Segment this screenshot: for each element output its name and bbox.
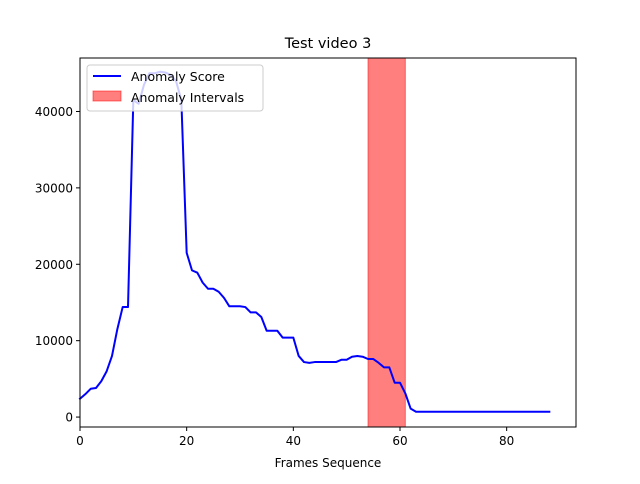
plot-frame bbox=[79, 57, 577, 428]
legend-box bbox=[86, 64, 264, 112]
x-tick-label: 20 bbox=[179, 434, 194, 448]
legend-patch-swatch bbox=[92, 90, 122, 102]
y-tick-label: 20000 bbox=[35, 258, 73, 272]
y-tick-label: 10000 bbox=[35, 334, 73, 348]
x-axis-label: Frames Sequence bbox=[275, 456, 382, 470]
chart-title: Test video 3 bbox=[284, 36, 372, 52]
x-tick-label: 0 bbox=[76, 434, 84, 448]
y-tick-label: 30000 bbox=[35, 181, 73, 195]
y-tick-label: 40000 bbox=[35, 105, 73, 119]
x-tick-label: 80 bbox=[499, 434, 514, 448]
plot-area bbox=[78, 57, 551, 428]
legend-label-anomaly-intervals: Anomaly Intervals bbox=[131, 90, 244, 105]
legend: Anomaly Score Anomaly Intervals bbox=[86, 64, 264, 112]
anomaly-interval-0 bbox=[367, 57, 406, 428]
axis-ticks: 0 20 40 60 80 0 10000 20000 30000 40000 bbox=[35, 105, 514, 448]
legend-label-anomaly-score: Anomaly Score bbox=[131, 69, 225, 84]
y-tick-label: 0 bbox=[65, 411, 73, 425]
x-tick-label: 40 bbox=[286, 434, 301, 448]
x-tick-label: 60 bbox=[392, 434, 407, 448]
